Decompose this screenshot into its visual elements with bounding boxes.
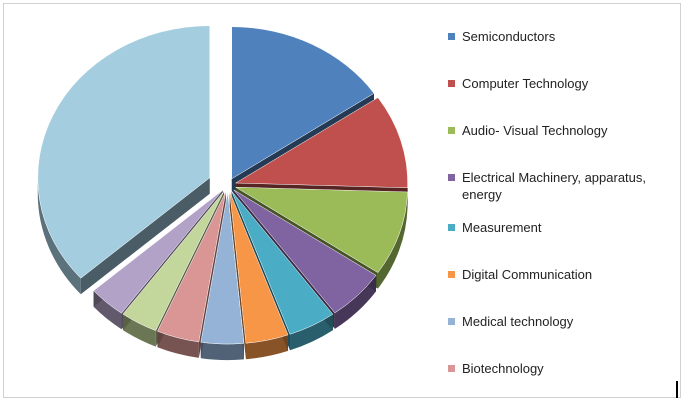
pie-slice-5 xyxy=(229,191,289,344)
pie-slice-2 xyxy=(234,186,408,273)
pie-slice-rim-3 xyxy=(334,275,377,329)
legend-swatch xyxy=(448,33,455,40)
pie-slice-rim-8 xyxy=(122,314,156,347)
legend-label: Audio- Visual Technology xyxy=(462,123,608,138)
legend-label: Digital Communication xyxy=(462,267,593,282)
pie-top-layer xyxy=(37,25,408,345)
pie-slice-8 xyxy=(122,190,225,331)
pie-slice-7 xyxy=(157,191,227,343)
legend-label: Measurement xyxy=(462,220,542,235)
legend-swatch xyxy=(448,318,455,325)
pie-slice-rim-4 xyxy=(290,314,333,351)
legend-swatch xyxy=(448,127,455,134)
pie-slice-wall-10-0 xyxy=(80,177,210,295)
corner-mark xyxy=(676,381,678,398)
pie-slice-0 xyxy=(231,26,375,180)
pie-slice-rim-10 xyxy=(37,177,81,295)
pie-slice-rim-2 xyxy=(377,191,408,289)
pie-slice-9 xyxy=(93,190,223,314)
legend-label: Medical technology xyxy=(462,314,574,329)
pie-slice-6 xyxy=(200,192,245,345)
legend-swatch xyxy=(448,271,455,278)
legend-label: Semiconductors xyxy=(462,29,556,44)
pie-slice-wall-5-1 xyxy=(229,191,246,360)
legend-swatch xyxy=(448,224,455,231)
pie-slice-1 xyxy=(234,97,408,189)
pie-slice-10 xyxy=(37,25,211,279)
legend-label: Electrical Machinery, apparatus, energy xyxy=(462,170,647,202)
pie-slice-3 xyxy=(233,189,377,314)
legend-label: Biotechnology xyxy=(462,361,544,376)
legend-label: Computer Technology xyxy=(462,76,589,91)
pie-slice-rim-7 xyxy=(157,331,199,358)
pie-slice-rim-5 xyxy=(245,334,289,360)
legend-swatch xyxy=(448,365,455,372)
legend-swatch xyxy=(448,80,455,87)
legend-swatch xyxy=(448,174,455,181)
pie-slice-rim-6 xyxy=(200,342,244,361)
pie-slice-4 xyxy=(231,191,334,335)
